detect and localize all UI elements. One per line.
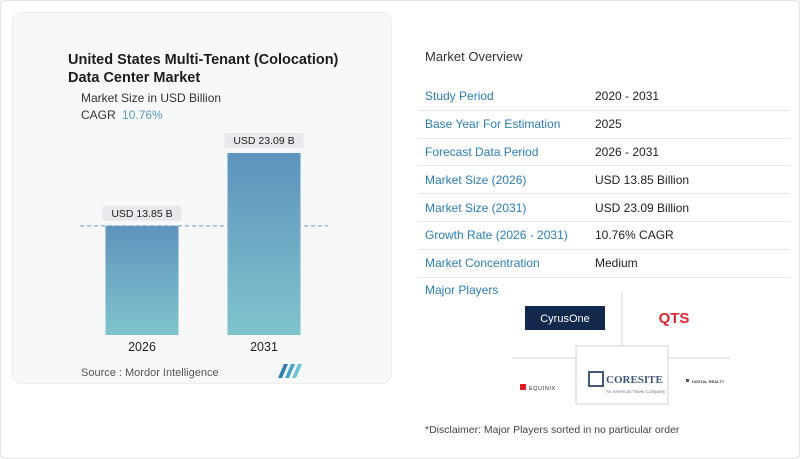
bar-chart: USD 13.85 B 2026 USD 23.09 B 2031 (80, 133, 328, 354)
digital-realty-logo: DIGITAL REALTY (686, 379, 725, 384)
digital-realty-text: DIGITAL REALTY (692, 379, 725, 384)
data-label-bg (224, 133, 304, 148)
chart-card (12, 12, 392, 384)
overview-row-size-2031: Market Size (2031) USD 23.09 Billion (418, 194, 790, 222)
market-overview-title: Market Overview (425, 49, 523, 64)
equinix-text: EQUINIX (529, 386, 556, 392)
coresite-mark-icon (588, 371, 604, 387)
overview-row-size-2026: Market Size (2026) USD 13.85 Billion (418, 166, 790, 195)
coresite-tagline: An American Tower Company (606, 389, 666, 394)
overview-row-growth-rate: Growth Rate (2026 - 2031) 10.76% CAGR (418, 222, 790, 250)
overview-row-base-year: Base Year For Estimation 2025 (418, 111, 790, 139)
cagr-row: CAGR 10.76% (81, 108, 163, 122)
overview-label: Growth Rate (2026 - 2031) (425, 228, 568, 243)
bar-2026 (105, 225, 179, 335)
market-overview-table: Study Period 2020 - 2031 Base Year For E… (418, 83, 790, 278)
overview-value: 2026 - 2031 (595, 144, 660, 159)
disclaimer: *Disclaimer: Major Players sorted in no … (425, 424, 680, 436)
chart-subtitle: Market Size in USD Billion (81, 91, 222, 105)
overview-value: USD 13.85 Billion (595, 172, 690, 187)
coresite-text: CORESITE (606, 374, 663, 386)
overview-label: Forecast Data Period (425, 144, 539, 159)
digital-realty-mark-icon (686, 379, 689, 382)
overview-value: USD 23.09 Billion (595, 200, 690, 215)
coresite-logo: CORESITE An American Tower Company (575, 345, 669, 405)
major-players-title: Major Players (425, 283, 499, 297)
chart-title: United States Multi-Tenant (Colocation) … (68, 52, 339, 86)
cyrusone-logo: CyrusOne (525, 306, 605, 330)
data-label-bg (102, 205, 182, 221)
cyrusone-text: CyrusOne (540, 313, 590, 325)
overview-row-concentration: Market Concentration Medium (418, 250, 790, 278)
equinix-mark-icon (520, 384, 526, 390)
source-note: Source : Mordor Intelligence (81, 367, 219, 379)
overview-label: Market Size (2026) (425, 172, 527, 187)
overview-value: Medium (595, 256, 638, 271)
overview-row-study-period: Study Period 2020 - 2031 (418, 83, 790, 111)
overview-row-forecast-period: Forecast Data Period 2026 - 2031 (418, 139, 790, 167)
overview-label: Base Year For Estimation (425, 117, 561, 132)
bar-2031 (227, 153, 301, 335)
overview-value: 2025 (595, 117, 622, 132)
cagr-value: 10.76% (122, 108, 163, 122)
x-tick-label: 2026 (128, 340, 156, 354)
equinix-logo: EQUINIX (520, 384, 556, 392)
overview-label: Market Size (2031) (425, 200, 527, 215)
mordor-intelligence-logo-icon (278, 364, 302, 378)
x-tick-label: 2031 (250, 340, 278, 354)
qts-logo: QTS (659, 310, 690, 327)
overview-label: Study Period (425, 89, 494, 104)
major-players-logos: CyrusOne QTS CORESITE An American Tower … (512, 292, 730, 405)
data-label: USD 13.85 B (111, 208, 172, 220)
overview-value: 10.76% CAGR (595, 228, 674, 243)
overview-label: Market Concentration (425, 256, 540, 271)
cagr-label: CAGR (81, 108, 116, 122)
overview-value: 2020 - 2031 (595, 89, 660, 104)
data-label: USD 23.09 B (233, 135, 294, 147)
